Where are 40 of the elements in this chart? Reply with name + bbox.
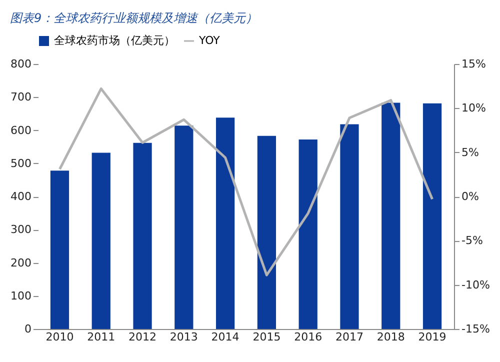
bar — [298, 140, 318, 329]
y-tick-label: 300 — [10, 223, 32, 236]
y2-tick-label: 0% — [462, 190, 479, 203]
chart-title: 图表9：全球农药行业额规模及增速（亿美元） — [10, 11, 258, 25]
y2-tick-label: 5% — [462, 146, 479, 159]
bar — [257, 136, 276, 329]
y-tick-label: 200 — [10, 256, 32, 270]
x-tick-label: 2011 — [87, 330, 116, 344]
bar — [340, 124, 359, 329]
bar — [92, 152, 110, 329]
y2-tick-label: 10% — [462, 102, 486, 115]
y-tick-label: 0 — [24, 322, 32, 336]
bar — [382, 102, 400, 329]
y2-tick-label: -5% — [462, 234, 483, 248]
y-tick-label: 800 — [10, 58, 32, 70]
x-tick-label: 2013 — [170, 330, 198, 344]
x-tick-label: 2012 — [128, 330, 157, 344]
y-tick-label: 100 — [10, 289, 32, 302]
y-tick-label: 600 — [10, 124, 32, 137]
y-tick-label: 700 — [10, 90, 32, 104]
x-tick-label: 2018 — [376, 330, 405, 344]
y-tick-label: 500 — [10, 156, 32, 170]
y2-tick-label: 15% — [462, 58, 486, 70]
x-tick-label: 2016 — [294, 330, 322, 344]
x-tick-label: 2017 — [335, 330, 364, 344]
bar — [50, 170, 70, 329]
y2-tick-label: -10% — [462, 278, 490, 292]
x-tick-label: 2010 — [46, 330, 74, 344]
bar — [133, 142, 152, 329]
y2-tick-label: -15% — [462, 322, 490, 336]
bar — [216, 118, 235, 329]
y-tick-label: 400 — [10, 190, 32, 203]
bar — [422, 103, 442, 329]
line-series — [58, 87, 434, 276]
x-tick-label: 2015 — [252, 330, 281, 344]
bar — [174, 126, 194, 329]
x-tick-label: 2019 — [418, 330, 446, 344]
x-tick-label: 2014 — [211, 330, 240, 344]
legend-label: 全球农药市场（亿美元） — [54, 34, 175, 47]
legend-label: YOY — [198, 34, 220, 47]
